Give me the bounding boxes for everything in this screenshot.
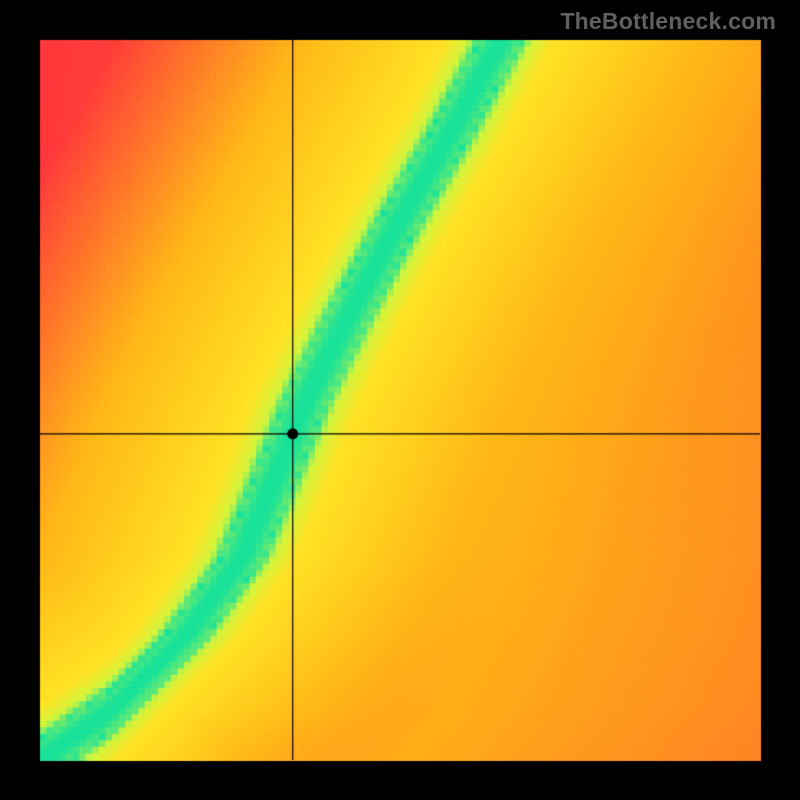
watermark-text: TheBottleneck.com: [560, 8, 776, 35]
bottleneck-heatmap: [0, 0, 800, 800]
chart-container: { "watermark": { "text": "TheBottleneck.…: [0, 0, 800, 800]
